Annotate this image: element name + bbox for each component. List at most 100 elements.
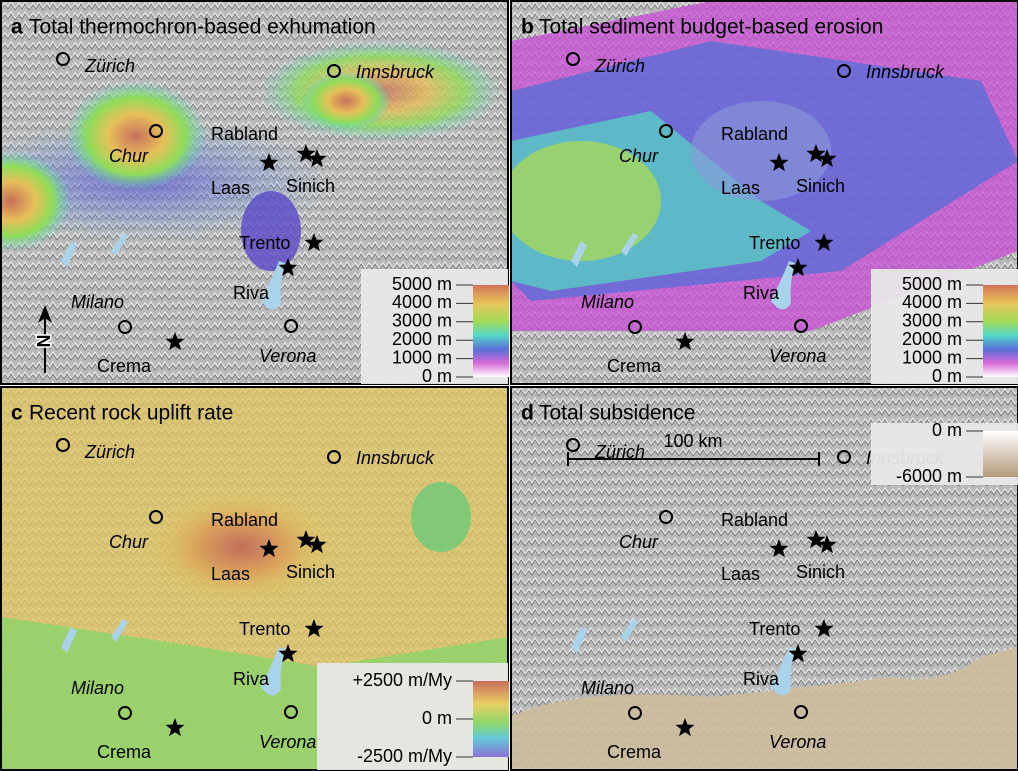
legend-label: 3000 m — [392, 311, 452, 331]
site-star — [278, 258, 298, 277]
city-label: Chur — [109, 146, 149, 166]
map-panel: a Total thermochron-based exhumation Züric… — [0, 0, 509, 386]
legend-label: +2500 m/My — [352, 670, 452, 690]
city-label: Milano — [581, 678, 634, 698]
city-marker — [566, 438, 580, 452]
site-label: Sinich — [286, 176, 335, 196]
lakes — [571, 233, 795, 310]
site-star — [675, 718, 695, 737]
site-label: Sinich — [796, 562, 845, 582]
erosion-high — [511, 141, 661, 261]
legend-label: 3000 m — [902, 311, 962, 331]
city-label: Zürich — [594, 442, 645, 462]
site-label: Crema — [607, 742, 662, 762]
city-marker — [118, 706, 132, 720]
legend-label: 0 m — [422, 366, 452, 386]
site-label: Laas — [721, 178, 760, 198]
city-marker — [566, 52, 580, 66]
legend-colorbar — [983, 285, 1018, 377]
site-star — [769, 539, 789, 558]
city-label: Milano — [581, 292, 634, 312]
city-label: Verona — [769, 346, 826, 366]
city-label: Zürich — [84, 56, 135, 76]
site-star — [259, 153, 279, 172]
panel-border — [510, 386, 1018, 771]
site-star — [814, 619, 834, 638]
site-label: Trento — [239, 233, 290, 253]
exhumation-high — [1, 151, 71, 251]
panel-letter: d — [521, 402, 534, 425]
lakes — [61, 233, 285, 310]
legend-label: 1000 m — [392, 347, 452, 367]
uplift-low — [411, 482, 471, 552]
panel-title: Recent rock uplift rate — [29, 402, 233, 425]
site-star — [675, 332, 695, 351]
city-marker — [284, 705, 298, 719]
site-label: Crema — [607, 356, 662, 376]
map-panel: b Total sediment budget-based erosion Züri… — [510, 0, 1018, 386]
site-label: Laas — [211, 564, 250, 584]
site-star — [806, 144, 826, 163]
city-marker — [118, 320, 132, 334]
city-marker — [837, 64, 851, 78]
panel-title: Total subsidence — [539, 402, 695, 425]
site-label: Riva — [233, 669, 270, 689]
legend-label: 0 m — [932, 366, 962, 386]
panel-title: Total thermochron-based exhumation — [29, 16, 376, 39]
panel-letter: b — [521, 16, 534, 39]
city-marker — [284, 319, 298, 333]
site-star — [304, 619, 324, 638]
site-star — [278, 644, 298, 663]
site-label: Trento — [749, 619, 800, 639]
map-panel: c Recent rock uplift rate Zürich Innsbruck C… — [0, 386, 509, 771]
site-label: Sinich — [796, 176, 845, 196]
legend-label: 2000 m — [392, 329, 452, 349]
site-star — [769, 153, 789, 172]
north-arrow-head — [38, 305, 52, 323]
panel-title: Total sediment budget-based erosion — [539, 16, 883, 39]
legend-label: 4000 m — [392, 292, 452, 312]
site-star — [165, 332, 185, 351]
site-label: Crema — [97, 742, 152, 762]
site-label: Laas — [721, 564, 760, 584]
city-marker — [659, 510, 673, 524]
city-marker — [327, 450, 341, 464]
uplift-high — [151, 492, 331, 602]
city-marker — [56, 438, 70, 452]
site-label: Laas — [211, 178, 250, 198]
subsidence-basin — [511, 647, 1018, 770]
lakes — [61, 619, 285, 696]
legend-label: -6000 m — [896, 466, 962, 486]
site-star — [814, 233, 834, 252]
city-marker — [149, 124, 163, 138]
site-star — [296, 530, 316, 549]
map — [1, 1, 508, 384]
lakes — [571, 619, 795, 696]
site-star — [304, 233, 324, 252]
map — [511, 1, 1018, 384]
exhumation-high — [301, 71, 391, 131]
north-label: N — [34, 335, 54, 348]
site-star — [307, 149, 327, 168]
site-star — [817, 149, 837, 168]
city-marker — [794, 319, 808, 333]
city-label: Verona — [769, 732, 826, 752]
panel-border — [510, 0, 1018, 385]
city-label: Innsbruck — [866, 62, 945, 82]
city-label: Zürich — [84, 442, 135, 462]
scale-bar-label: 100 km — [663, 431, 722, 451]
city-label: Chur — [619, 146, 659, 166]
city-marker — [327, 64, 341, 78]
city-label: Chur — [109, 532, 149, 552]
city-label: Verona — [259, 732, 316, 752]
city-marker — [628, 320, 642, 334]
erosion-low — [691, 101, 831, 201]
city-marker — [56, 52, 70, 66]
city-label: Zürich — [594, 56, 645, 76]
city-label: Innsbruck — [356, 62, 435, 82]
city-label: Milano — [71, 678, 124, 698]
city-marker — [659, 124, 673, 138]
site-star — [259, 539, 279, 558]
